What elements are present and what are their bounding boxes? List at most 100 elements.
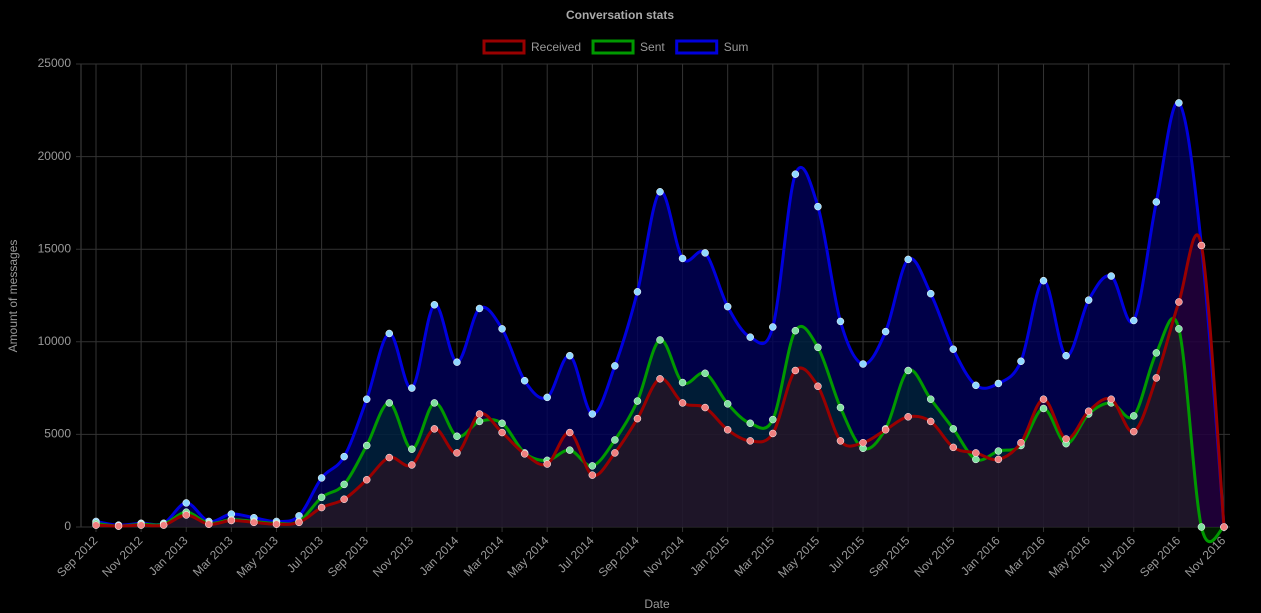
data-point — [317, 474, 326, 482]
x-tick-label: Sep 2013 — [325, 533, 371, 579]
data-point — [430, 301, 439, 309]
x-tick-label: Jul 2016 — [1096, 533, 1138, 575]
data-point — [611, 362, 619, 370]
data-point — [1175, 99, 1183, 107]
x-tick-label: Jan 2016 — [958, 533, 1003, 578]
data-point — [656, 375, 664, 383]
data-point — [769, 415, 777, 424]
data-point — [227, 516, 236, 525]
chart-title: Conversation stats — [566, 8, 674, 22]
data-point — [340, 452, 348, 461]
data-point — [1220, 523, 1228, 531]
data-point — [588, 471, 597, 479]
data-point — [475, 410, 484, 418]
data-point — [1152, 374, 1161, 382]
data-point — [994, 455, 1003, 464]
data-point — [881, 327, 890, 336]
x-tick-label: Nov 2015 — [911, 533, 957, 579]
x-tick-label: Mar 2013 — [190, 533, 236, 579]
x-axis-label: Date — [644, 597, 670, 611]
data-point — [836, 437, 845, 445]
data-point — [1197, 523, 1206, 531]
data-point — [408, 445, 416, 453]
data-point — [317, 503, 326, 512]
data-point — [362, 441, 371, 450]
data-point — [926, 417, 935, 426]
data-point — [588, 410, 597, 418]
x-tick-label: Sep 2014 — [596, 533, 642, 579]
data-point — [926, 395, 935, 403]
data-point — [678, 254, 687, 263]
data-point — [1084, 407, 1093, 415]
data-point — [1197, 241, 1206, 250]
data-point — [723, 400, 732, 408]
data-point — [836, 317, 845, 326]
data-point — [1017, 438, 1025, 447]
data-point — [362, 476, 371, 484]
data-point — [588, 462, 597, 470]
data-point — [520, 376, 529, 385]
data-point — [475, 304, 484, 313]
x-tick-label: Sep 2016 — [1137, 533, 1183, 579]
data-point — [633, 414, 642, 423]
data-point — [498, 419, 506, 428]
data-point — [453, 432, 461, 441]
data-point — [769, 429, 777, 438]
x-tick-label: Sep 2012 — [54, 533, 100, 579]
y-tick-label: 0 — [64, 519, 71, 533]
x-tick-label: Mar 2016 — [1002, 533, 1048, 579]
data-point — [1130, 412, 1138, 420]
data-point — [881, 426, 890, 434]
data-point — [566, 428, 574, 437]
data-point — [836, 403, 845, 412]
legend-swatch — [591, 39, 635, 55]
legend-label: Sent — [640, 40, 665, 54]
legend-label: Received — [531, 40, 581, 54]
data-point — [611, 436, 619, 444]
data-point — [926, 289, 935, 298]
y-axis-label: Amount of messages — [6, 240, 20, 353]
y-tick-label: 20000 — [38, 149, 72, 163]
data-point — [159, 521, 168, 529]
data-point — [295, 518, 303, 527]
series-area — [96, 318, 1224, 542]
data-point — [182, 511, 190, 519]
data-point — [340, 495, 348, 503]
y-tick-label: 5000 — [44, 427, 71, 441]
y-tick-label: 15000 — [38, 241, 72, 255]
x-tick-label: Jan 2014 — [417, 533, 462, 578]
data-point — [250, 518, 258, 527]
data-point — [430, 425, 439, 433]
data-point — [814, 382, 822, 390]
data-point — [904, 413, 912, 421]
data-point — [430, 399, 439, 407]
data-point — [385, 329, 394, 338]
data-point — [949, 425, 958, 433]
data-point — [1130, 316, 1138, 325]
data-point — [904, 255, 912, 264]
x-tick-label: Jan 2013 — [146, 533, 191, 578]
data-point — [520, 450, 529, 458]
data-point — [633, 397, 642, 405]
data-point — [994, 447, 1003, 455]
data-point — [498, 325, 506, 333]
data-point — [272, 520, 281, 528]
data-point — [1152, 349, 1161, 357]
x-tick-label: Mar 2014 — [461, 533, 507, 579]
data-point — [859, 438, 867, 447]
data-point — [114, 522, 123, 530]
x-tick-label: Sep 2015 — [866, 533, 912, 579]
data-point — [904, 366, 912, 375]
data-point — [1130, 427, 1138, 436]
data-point — [746, 437, 754, 445]
data-point — [498, 428, 506, 437]
x-tick-label: Nov 2012 — [99, 533, 145, 579]
legend-swatch — [675, 39, 719, 55]
data-point — [994, 379, 1003, 388]
data-point — [543, 460, 551, 468]
data-point — [1152, 198, 1161, 206]
data-point — [701, 403, 709, 412]
data-point — [543, 393, 551, 402]
data-point — [1017, 357, 1025, 365]
